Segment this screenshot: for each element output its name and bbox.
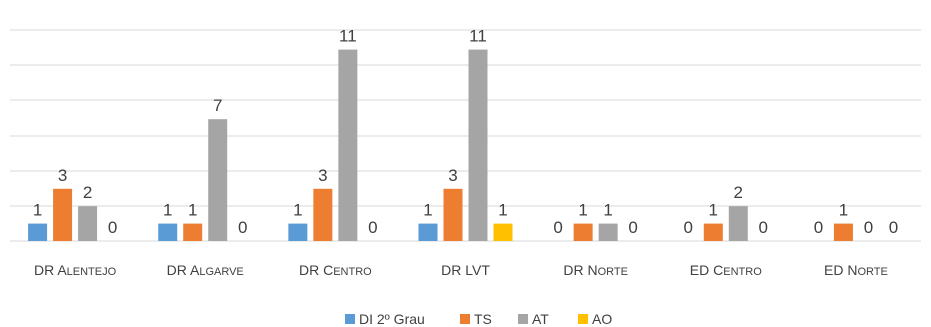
data-label: 3 bbox=[58, 166, 67, 185]
data-label: 1 bbox=[578, 201, 587, 220]
bar bbox=[288, 223, 308, 241]
bar bbox=[703, 223, 723, 241]
data-label: 1 bbox=[603, 201, 612, 220]
bar bbox=[418, 223, 438, 241]
bar bbox=[208, 119, 228, 241]
data-label: 0 bbox=[368, 218, 377, 237]
data-label: 0 bbox=[108, 218, 117, 237]
bar bbox=[493, 223, 513, 241]
bar bbox=[728, 206, 748, 241]
legend-label: AT bbox=[532, 311, 549, 327]
legend-label: AO bbox=[592, 311, 612, 327]
bar bbox=[573, 223, 593, 241]
legend-swatch bbox=[345, 314, 355, 324]
data-label: 0 bbox=[759, 218, 768, 237]
data-label: 0 bbox=[553, 218, 562, 237]
legend-swatch bbox=[578, 314, 588, 324]
category-label: DR ALENTEJO bbox=[34, 262, 117, 278]
bar bbox=[443, 188, 463, 241]
data-label: 11 bbox=[469, 27, 487, 46]
category-label: ED NORTE bbox=[824, 262, 888, 278]
data-label: 2 bbox=[734, 183, 743, 202]
data-label: 1 bbox=[498, 201, 507, 220]
data-label: 1 bbox=[33, 201, 42, 220]
bar bbox=[183, 223, 203, 241]
data-label: 3 bbox=[318, 166, 327, 185]
bar bbox=[28, 223, 48, 241]
bar bbox=[833, 223, 853, 241]
data-label: 11 bbox=[339, 27, 357, 46]
data-label: 0 bbox=[889, 218, 898, 237]
category-label: ED CENTRO bbox=[690, 262, 762, 278]
data-label: 2 bbox=[83, 183, 92, 202]
data-label: 0 bbox=[628, 218, 637, 237]
bar bbox=[53, 188, 73, 241]
data-label: 1 bbox=[293, 201, 302, 220]
bars bbox=[28, 49, 853, 241]
category-label: DR NORTE bbox=[563, 262, 628, 278]
category-label: DR LVT bbox=[441, 262, 490, 278]
data-label: 1 bbox=[163, 201, 172, 220]
data-label: 1 bbox=[709, 201, 718, 220]
bar bbox=[313, 188, 333, 241]
data-label: 1 bbox=[839, 201, 848, 220]
legend: DI 2º Grau TS AT AO bbox=[345, 311, 612, 327]
bar bbox=[338, 49, 358, 241]
category-label: DR ALGARVE bbox=[167, 262, 244, 278]
gridlines bbox=[10, 29, 921, 242]
data-label: 0 bbox=[684, 218, 693, 237]
bar bbox=[158, 223, 178, 241]
legend-label: DI 2º Grau bbox=[359, 311, 425, 327]
legend-swatch bbox=[460, 314, 470, 324]
data-label: 3 bbox=[448, 166, 457, 185]
data-label: 0 bbox=[814, 218, 823, 237]
data-label: 0 bbox=[238, 218, 247, 237]
data-label: 1 bbox=[423, 201, 432, 220]
bar bbox=[598, 223, 618, 241]
data-label: 0 bbox=[864, 218, 873, 237]
bar bbox=[78, 206, 98, 241]
category-label: DR CENTRO bbox=[299, 262, 372, 278]
legend-label: TS bbox=[474, 311, 492, 327]
data-label: 1 bbox=[188, 201, 197, 220]
bar bbox=[468, 49, 488, 241]
legend-swatch bbox=[518, 314, 528, 324]
data-label: 7 bbox=[213, 96, 222, 115]
category-labels: DR ALENTEJO DR ALGARVE DR CENTRO DR LVT DR N… bbox=[34, 262, 888, 278]
